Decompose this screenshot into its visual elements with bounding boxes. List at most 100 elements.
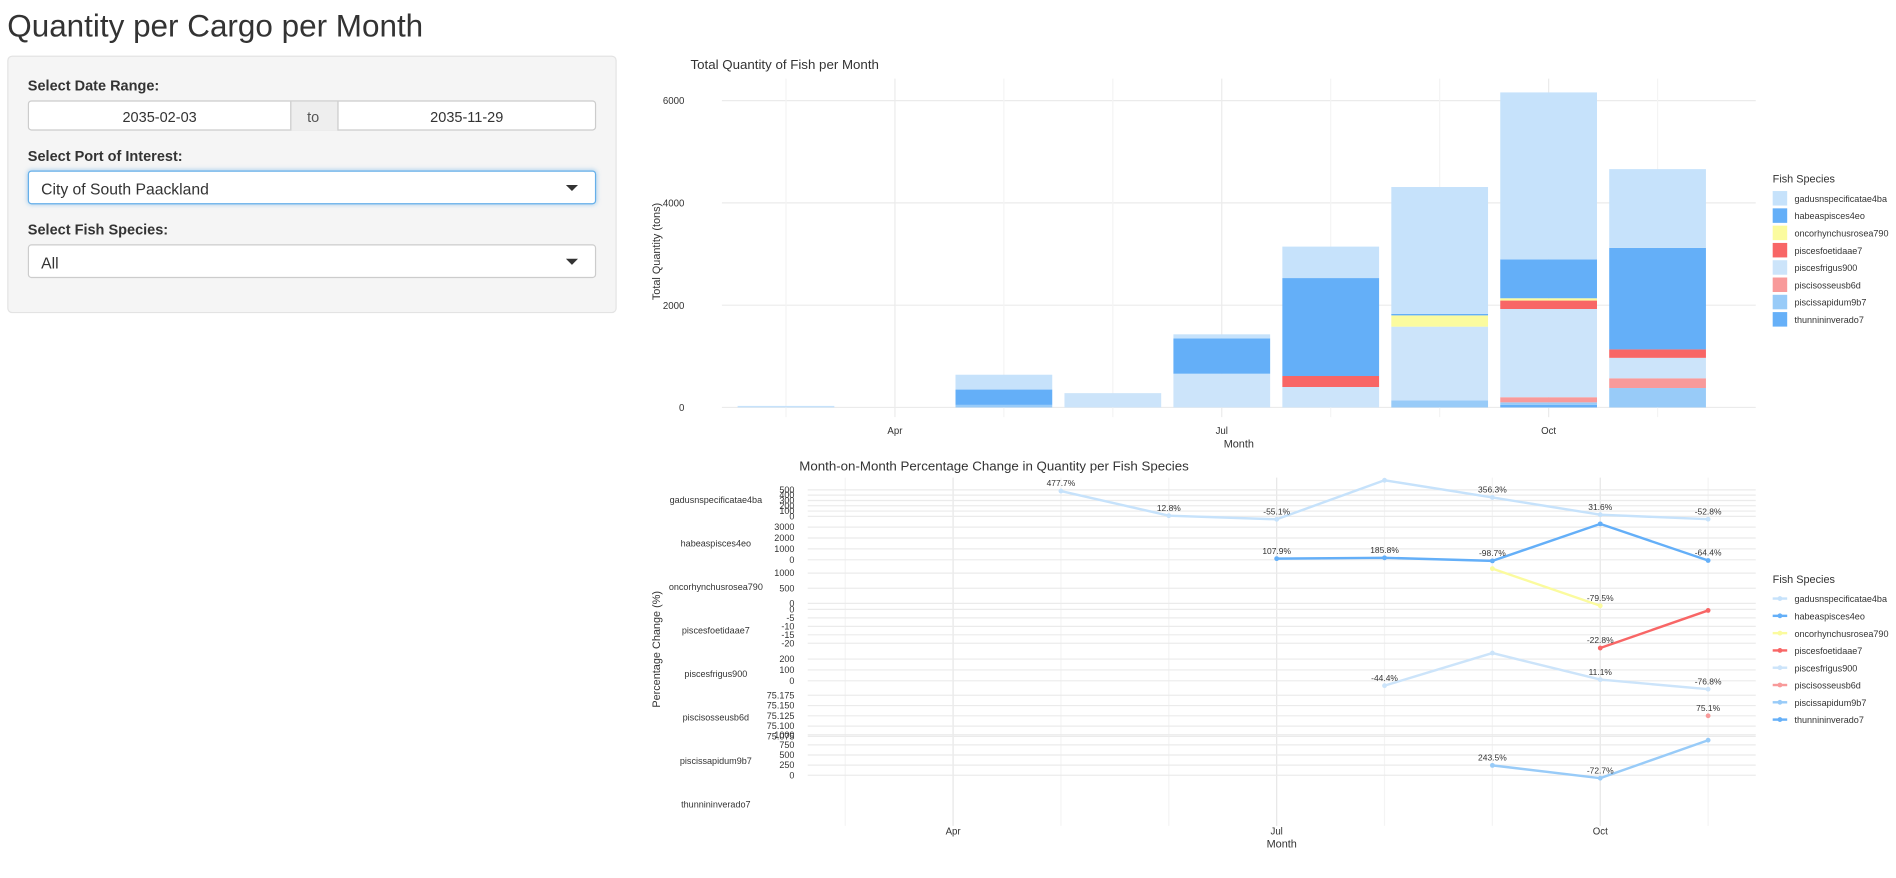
bar-segment [1609,349,1706,358]
line [1599,609,1709,650]
legend-point [1777,699,1783,705]
legend-label: oncorhynchusrosea790 [1794,629,1888,639]
y-tick-label: 0 [789,604,794,614]
data-label: -64.4% [1695,548,1722,558]
y-tick-label: 2000 [663,301,684,312]
data-label: 185.8% [1370,545,1399,555]
point [1597,645,1603,651]
bar-segment [1500,309,1597,398]
bar-segment [1609,247,1706,350]
facet-label: habeaspisces4eo [681,539,751,549]
bar-segment [1064,393,1162,408]
y-tick-label: 0 [789,676,794,686]
y-tick-label: 75.100 [767,721,795,731]
legend-point [1777,648,1783,653]
legend-label: piscissapidum9b7 [1794,298,1866,308]
legend-label: piscisosseusb6d [1794,681,1860,691]
bar-segment [1391,313,1489,316]
bar-segment [1391,326,1489,401]
bar-segment [1500,92,1597,260]
y-tick-label: 1000 [774,568,794,578]
legend-label: habeaspisces4eo [1794,211,1864,221]
line [1384,651,1709,691]
bar-segment [1500,300,1597,310]
facet-label: oncorhynchusrosea790 [669,582,763,592]
date-end[interactable]: 2035-11-29 [430,108,504,126]
bar-segment [1391,187,1489,314]
species-select[interactable]: All [27,244,597,279]
bar-segment [1609,357,1706,379]
bar-segment [1609,388,1706,408]
point [1382,683,1387,689]
y-axis-title: Percentage Change (%) [651,591,663,708]
legend-point [1777,717,1783,723]
line [1492,567,1601,607]
y-tick-label: 2000 [774,533,794,543]
bar-segment [1173,373,1271,408]
point [1597,603,1603,609]
y-tick-label: 0 [789,598,794,608]
y-tick-label: 3000 [774,522,794,532]
bar-segment [1173,338,1271,374]
point [1705,737,1711,743]
legend-label: thunnininverado7 [1794,315,1863,325]
species-label: Select Fish Species: [27,221,169,239]
point [1705,558,1711,563]
legend-swatch [1772,225,1788,241]
x-axis-title: Month [1267,839,1297,851]
point [1705,686,1711,692]
x-tick-label: Oct [1541,426,1556,437]
data-label: -44.4% [1371,673,1398,683]
data-label: 12.8% [1157,503,1181,513]
y-tick-label: 100 [779,506,794,516]
legend-label: oncorhynchusrosea790 [1794,229,1888,239]
legend-label: thunnininverado7 [1794,715,1863,725]
facet-label: piscesfoetidaae7 [682,626,750,636]
data-label: -76.8% [1695,676,1722,686]
date-start[interactable]: 2035-02-03 [122,108,197,126]
bar-segment [1609,169,1706,248]
port-select[interactable]: City of South Paackland [27,170,597,205]
data-label: -22.8% [1587,635,1614,645]
y-tick-label: -10 [781,621,794,631]
y-tick-label: 500 [779,750,794,760]
y-tick-label: 75.075 [767,731,795,741]
y-tick-label: 100 [779,665,794,675]
legend-label: piscesfoetidaae7 [1794,646,1862,656]
y-tick-label: 300 [779,495,794,505]
species-value: All [41,253,59,273]
bar-segment [1500,402,1597,405]
chart-title: Total Quantity of Fish per Month [690,57,878,72]
x-tick-label: Apr [887,426,903,437]
x-tick-label: Jul [1216,426,1228,437]
date-range-input[interactable]: 2035-02-03 to 2035-11-29 [27,100,597,131]
date-range-label: Select Date Range: [27,77,160,95]
legend-label: gadusnspecificatae4ba [1794,594,1888,604]
x-tick-label: Apr [946,826,962,837]
legend-swatch [1772,260,1788,275]
bar-segment [1391,315,1489,327]
y-tick-label: 500 [779,485,794,495]
legend-swatch [1772,208,1788,223]
bar-segment [1282,386,1380,408]
point [1382,477,1387,483]
dropdown-caret [565,258,578,265]
facet-label: thunnininverado7 [681,800,750,810]
legend-label: piscissapidum9b7 [1794,698,1866,708]
bar-segment [1500,404,1597,408]
bar-segment [1282,246,1380,279]
legend-point [1777,665,1783,671]
facet-label: piscesfrigus900 [684,669,747,679]
data-label: -79.5% [1587,593,1614,603]
point [1597,775,1603,781]
dropdown-caret [565,185,578,192]
bar-segment [955,389,1053,405]
data-label: 75.1% [1696,703,1720,713]
data-label: 356.3% [1478,485,1507,495]
legend-swatch [1772,312,1788,327]
point [1597,677,1603,683]
point [1382,555,1387,561]
port-label: Select Port of Interest: [27,147,183,165]
legend-label: piscesfrigus900 [1794,663,1857,673]
date-separator-box [290,101,339,131]
